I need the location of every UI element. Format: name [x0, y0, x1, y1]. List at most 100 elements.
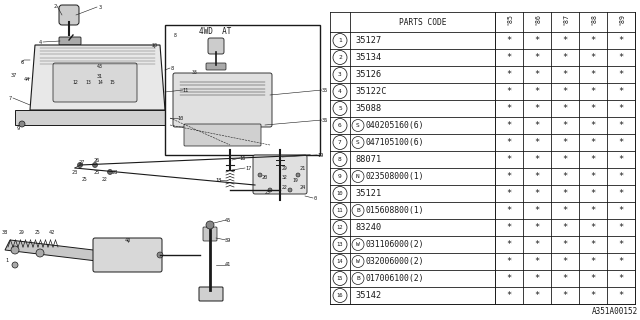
Text: *: *: [506, 172, 511, 181]
FancyBboxPatch shape: [53, 63, 137, 102]
Circle shape: [268, 188, 272, 192]
Text: *: *: [618, 223, 623, 232]
Text: 15: 15: [109, 79, 115, 84]
Text: *: *: [618, 291, 623, 300]
Text: 040205160(6): 040205160(6): [365, 121, 424, 130]
Text: 22: 22: [282, 185, 288, 189]
Text: 9: 9: [338, 174, 342, 179]
Text: 35142: 35142: [355, 291, 381, 300]
Text: 7: 7: [338, 140, 342, 145]
Text: *: *: [590, 121, 596, 130]
Circle shape: [108, 170, 113, 174]
Text: *: *: [563, 104, 568, 113]
Polygon shape: [30, 45, 165, 110]
Text: 29: 29: [282, 165, 288, 171]
Text: 19: 19: [292, 178, 298, 182]
Text: 14: 14: [337, 259, 343, 264]
Text: 24: 24: [300, 185, 306, 189]
Text: 12: 12: [72, 79, 78, 84]
Text: '88: '88: [590, 13, 596, 25]
Text: *: *: [563, 155, 568, 164]
FancyBboxPatch shape: [93, 238, 162, 272]
Text: *: *: [506, 121, 511, 130]
Text: *: *: [618, 104, 623, 113]
Text: A351A00152: A351A00152: [592, 307, 638, 316]
Text: 10: 10: [337, 191, 343, 196]
Text: 13: 13: [85, 79, 91, 84]
Text: *: *: [534, 70, 540, 79]
Circle shape: [12, 262, 18, 268]
Text: 26: 26: [94, 157, 100, 163]
Text: *: *: [534, 206, 540, 215]
Text: 35121: 35121: [355, 189, 381, 198]
Text: 015608800(1): 015608800(1): [365, 206, 424, 215]
Text: 21: 21: [300, 165, 306, 171]
Text: 29: 29: [19, 230, 25, 236]
Text: 43: 43: [97, 63, 103, 68]
Text: 16: 16: [239, 156, 245, 161]
Text: *: *: [506, 138, 511, 147]
Circle shape: [19, 121, 25, 127]
Text: 17: 17: [245, 165, 251, 171]
Text: *: *: [563, 172, 568, 181]
Text: 83240: 83240: [355, 223, 381, 232]
Text: 15: 15: [337, 276, 343, 281]
Text: W: W: [356, 242, 360, 247]
Text: 2: 2: [53, 4, 56, 9]
Text: *: *: [563, 189, 568, 198]
Text: 40: 40: [125, 237, 131, 243]
Text: *: *: [563, 70, 568, 79]
Text: W: W: [356, 259, 360, 264]
Text: *: *: [534, 36, 540, 45]
Text: 8: 8: [173, 33, 177, 37]
Text: *: *: [506, 155, 511, 164]
Text: 14: 14: [97, 79, 103, 84]
Text: *: *: [534, 240, 540, 249]
Text: *: *: [618, 274, 623, 283]
Text: *: *: [563, 274, 568, 283]
Text: *: *: [563, 223, 568, 232]
Text: *: *: [506, 104, 511, 113]
Text: 9: 9: [17, 125, 20, 131]
Text: *: *: [534, 257, 540, 266]
Text: *: *: [534, 172, 540, 181]
Text: 35: 35: [322, 87, 328, 92]
Text: 32: 32: [282, 174, 288, 180]
Text: S: S: [356, 140, 360, 145]
FancyBboxPatch shape: [59, 5, 79, 25]
Text: *: *: [618, 36, 623, 45]
Text: 20: 20: [262, 174, 268, 180]
FancyBboxPatch shape: [59, 37, 81, 45]
Text: *: *: [590, 257, 596, 266]
Text: 30: 30: [152, 43, 158, 47]
Text: *: *: [590, 138, 596, 147]
Text: 6: 6: [20, 60, 24, 65]
Text: *: *: [534, 274, 540, 283]
Text: *: *: [590, 240, 596, 249]
Circle shape: [36, 249, 44, 257]
Text: 35088: 35088: [355, 104, 381, 113]
FancyBboxPatch shape: [15, 110, 170, 125]
Text: 11: 11: [337, 208, 343, 213]
Circle shape: [288, 188, 292, 192]
Text: 12: 12: [337, 225, 343, 230]
Text: *: *: [618, 257, 623, 266]
FancyBboxPatch shape: [208, 38, 224, 54]
Circle shape: [258, 173, 262, 177]
Text: *: *: [590, 291, 596, 300]
Text: *: *: [506, 70, 511, 79]
Text: 0: 0: [314, 196, 317, 201]
Text: 35134: 35134: [355, 53, 381, 62]
Text: 7: 7: [8, 95, 12, 100]
FancyBboxPatch shape: [206, 63, 226, 70]
Circle shape: [77, 163, 83, 167]
Text: *: *: [563, 291, 568, 300]
Text: 35126: 35126: [355, 70, 381, 79]
Text: *: *: [506, 206, 511, 215]
Text: 1: 1: [5, 258, 8, 262]
Text: 031106000(2): 031106000(2): [365, 240, 424, 249]
Text: 1: 1: [338, 38, 342, 43]
Text: 047105100(6): 047105100(6): [365, 138, 424, 147]
Text: 33: 33: [192, 69, 198, 75]
Text: 23: 23: [72, 170, 78, 174]
